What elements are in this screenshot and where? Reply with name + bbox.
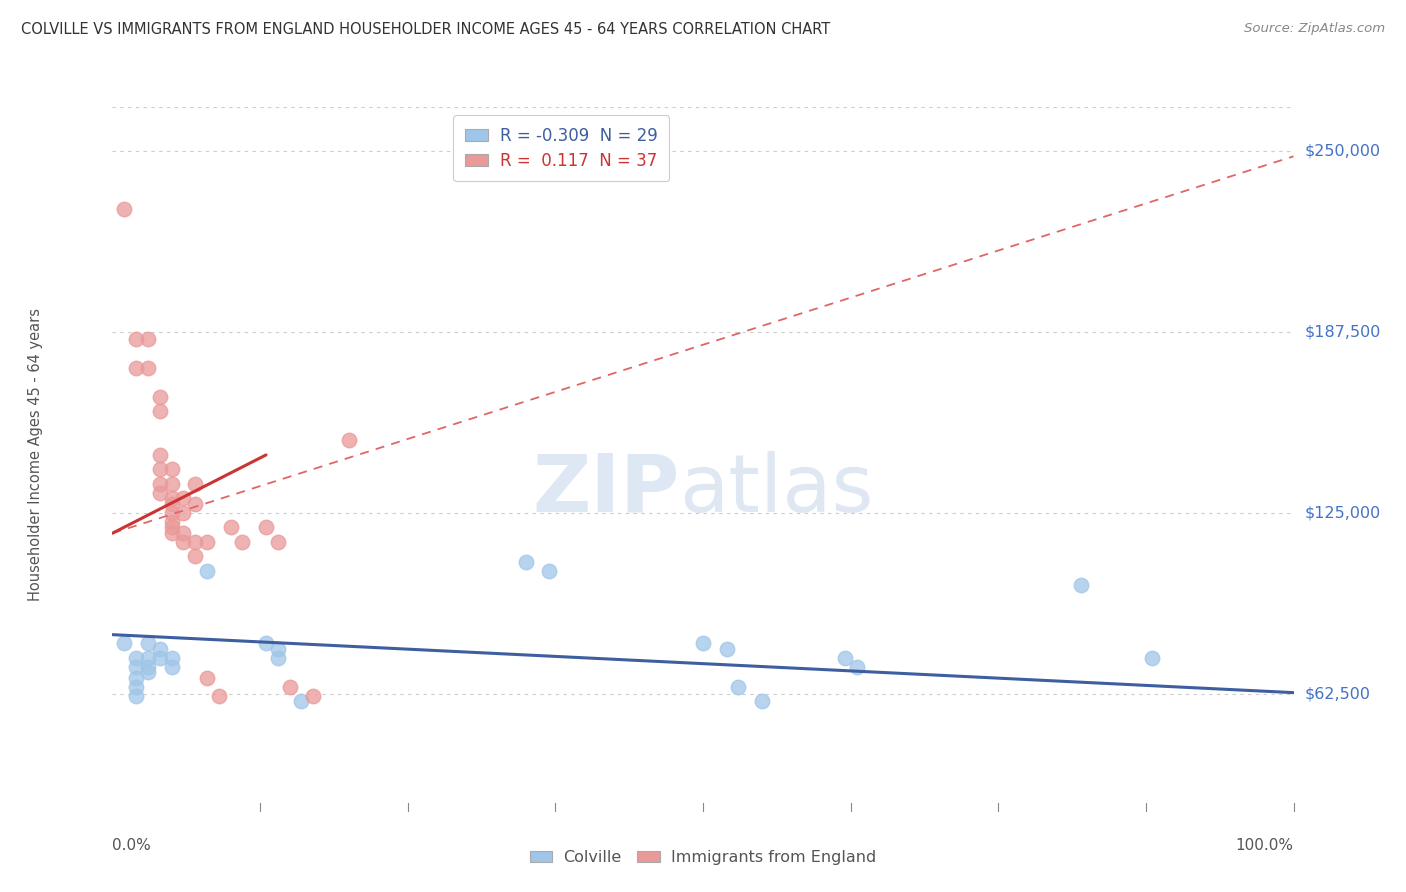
Point <box>160 659 183 673</box>
Point <box>302 689 325 703</box>
Point <box>834 651 856 665</box>
Text: $125,000: $125,000 <box>1305 506 1381 520</box>
Point <box>160 462 183 476</box>
Point <box>267 642 290 657</box>
Point <box>125 689 148 703</box>
Point <box>160 526 183 541</box>
Point <box>160 506 183 520</box>
Point <box>538 564 561 578</box>
Point <box>184 549 207 564</box>
Point <box>184 534 207 549</box>
Point <box>278 680 301 694</box>
Point <box>184 497 207 511</box>
Point <box>195 671 218 685</box>
Point <box>149 476 172 491</box>
Point <box>515 555 537 569</box>
Text: $187,500: $187,500 <box>1305 324 1381 339</box>
Point <box>160 491 183 506</box>
Point <box>845 659 868 673</box>
Point <box>208 689 231 703</box>
Point <box>125 332 148 346</box>
Text: COLVILLE VS IMMIGRANTS FROM ENGLAND HOUSEHOLDER INCOME AGES 45 - 64 YEARS CORREL: COLVILLE VS IMMIGRANTS FROM ENGLAND HOUS… <box>21 22 831 37</box>
Point <box>254 636 277 650</box>
Point <box>231 534 253 549</box>
Point <box>172 534 194 549</box>
Point <box>125 651 148 665</box>
Point <box>267 651 290 665</box>
Point <box>751 694 773 708</box>
Text: 0.0%: 0.0% <box>112 838 152 853</box>
Legend: Colville, Immigrants from England: Colville, Immigrants from England <box>523 844 883 871</box>
Point <box>254 520 277 534</box>
Point <box>195 534 218 549</box>
Point <box>727 680 749 694</box>
Point <box>125 360 148 375</box>
Point <box>136 332 159 346</box>
Point <box>290 694 312 708</box>
Point <box>716 642 738 657</box>
Text: 100.0%: 100.0% <box>1236 838 1294 853</box>
Point <box>125 659 148 673</box>
Point <box>160 497 183 511</box>
Point <box>125 671 148 685</box>
Point <box>136 651 159 665</box>
Point <box>172 491 194 506</box>
Point <box>149 642 172 657</box>
Point <box>149 390 172 404</box>
Point <box>136 360 159 375</box>
Point <box>112 636 135 650</box>
Point <box>337 434 360 448</box>
Point <box>149 462 172 476</box>
Text: Householder Income Ages 45 - 64 years: Householder Income Ages 45 - 64 years <box>28 309 44 601</box>
Point <box>184 476 207 491</box>
Text: atlas: atlas <box>679 450 873 529</box>
Text: Source: ZipAtlas.com: Source: ZipAtlas.com <box>1244 22 1385 36</box>
Point <box>149 448 172 462</box>
Point <box>172 506 194 520</box>
Point <box>1070 578 1092 592</box>
Point <box>125 680 148 694</box>
Point <box>149 651 172 665</box>
Point <box>219 520 242 534</box>
Text: ZIP: ZIP <box>531 450 679 529</box>
Point <box>267 534 290 549</box>
Point <box>160 520 183 534</box>
Point <box>136 659 159 673</box>
Text: $250,000: $250,000 <box>1305 143 1381 158</box>
Point <box>195 564 218 578</box>
Point <box>172 526 194 541</box>
Point <box>136 665 159 680</box>
Point <box>160 515 183 529</box>
Point <box>149 485 172 500</box>
Point <box>136 636 159 650</box>
Point <box>160 476 183 491</box>
Point <box>1140 651 1163 665</box>
Point <box>149 404 172 418</box>
Text: $62,500: $62,500 <box>1305 687 1371 702</box>
Point <box>692 636 714 650</box>
Point <box>112 202 135 216</box>
Point <box>160 651 183 665</box>
